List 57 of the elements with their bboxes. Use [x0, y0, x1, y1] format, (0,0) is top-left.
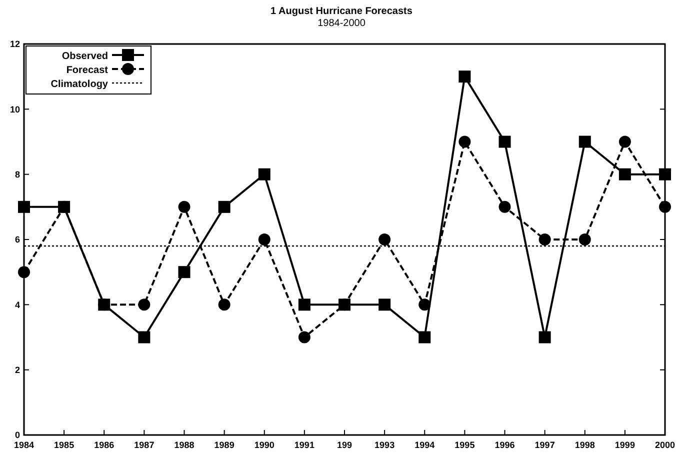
- x-tick-label: 1984: [14, 440, 34, 450]
- point: [418, 331, 431, 344]
- point: [618, 136, 631, 148]
- x-tick-label: 1991: [294, 440, 314, 450]
- y-tick-label: 8: [14, 169, 20, 180]
- point: [18, 200, 30, 213]
- point: [378, 298, 391, 311]
- x-tick-label: 1994: [414, 440, 435, 450]
- x-tick-label: 1995: [454, 440, 475, 450]
- y-tick-label: 2: [14, 364, 20, 375]
- point: [258, 234, 270, 246]
- point: [498, 200, 511, 213]
- y-tick-label: 0: [14, 430, 20, 440]
- legend-label: Climatology: [50, 79, 108, 90]
- x-tick-label: 1998: [574, 440, 595, 450]
- x-tick-label: 1996: [494, 440, 515, 450]
- point: [538, 331, 551, 344]
- point: [378, 234, 391, 246]
- legend-label: Observed: [62, 51, 108, 62]
- legend-label: Forecast: [66, 65, 109, 76]
- point: [178, 200, 190, 213]
- point: [178, 266, 190, 278]
- point: [659, 200, 671, 213]
- chart-title: 1 August Hurricane Forecasts: [270, 6, 413, 17]
- y-tick-label: 10: [10, 104, 20, 114]
- x-tick-label: 1987: [134, 440, 154, 450]
- x-tick-label: 1988: [174, 440, 194, 450]
- y-tick-label: 4: [14, 300, 20, 310]
- x-tick-label: 1990: [254, 440, 274, 450]
- y-tick-label: 6: [14, 234, 20, 245]
- point: [538, 234, 551, 246]
- x-tick-label: 199: [336, 440, 352, 450]
- point: [618, 168, 631, 180]
- point: [218, 298, 230, 311]
- point: [578, 234, 591, 246]
- point: [138, 331, 150, 344]
- point: [498, 136, 511, 148]
- point: [258, 168, 270, 180]
- point: [458, 136, 471, 148]
- point: [18, 266, 30, 278]
- x-tick-label: 2000: [654, 440, 676, 450]
- point: [298, 298, 310, 311]
- point: [418, 298, 431, 311]
- x-tick-label: 1985: [54, 440, 74, 450]
- x-tick-label: 1989: [214, 440, 234, 450]
- point: [578, 136, 591, 148]
- point: [659, 168, 671, 180]
- x-tick-label: 1993: [374, 440, 395, 450]
- point: [458, 70, 471, 83]
- y-tick-label: 12: [10, 39, 20, 50]
- x-tick-label: 1999: [614, 440, 635, 450]
- point: [298, 331, 310, 344]
- point: [218, 200, 230, 213]
- x-tick-label: 1997: [534, 440, 555, 450]
- x-tick-label: 1986: [94, 440, 114, 450]
- chart-subtitle: 1984-2000: [318, 18, 366, 29]
- point: [138, 298, 150, 311]
